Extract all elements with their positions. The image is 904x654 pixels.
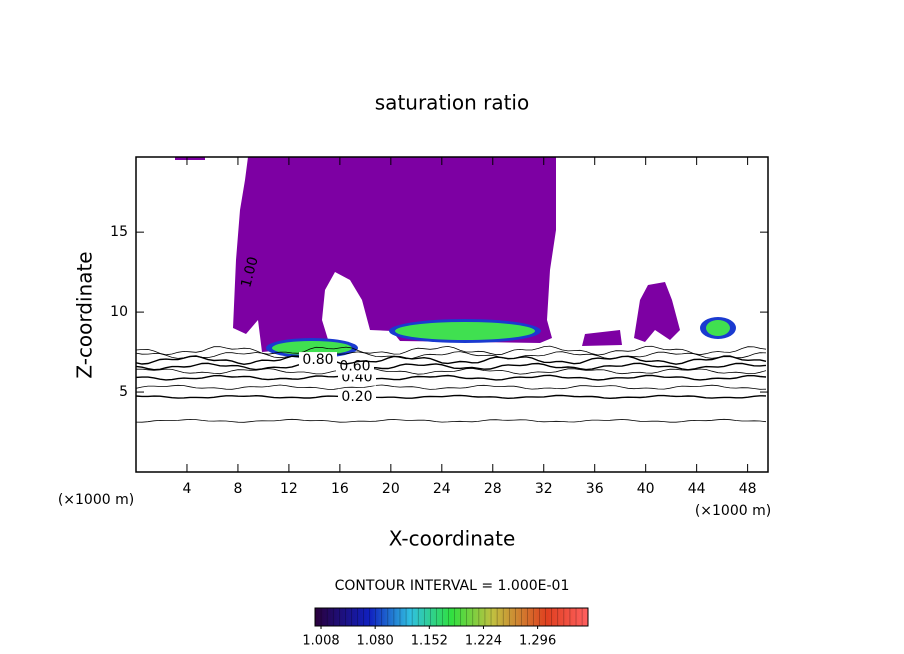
contour-line-minor: [135, 367, 767, 375]
y-tick-label: 10: [110, 304, 128, 320]
x-tick-label: 44: [688, 481, 706, 497]
x-axis-label: X-coordinate: [389, 527, 516, 551]
contour-line: [135, 374, 767, 381]
x-tick-label: 40: [637, 481, 655, 497]
contour-line-minor: [135, 345, 767, 356]
green-patch: [395, 322, 535, 340]
saturated-region: [175, 157, 680, 352]
x-tick-label: 48: [739, 481, 757, 497]
x-tick-label: 24: [433, 481, 451, 497]
colorbar-label: 1.224: [465, 634, 502, 649]
x-tick-label: 36: [586, 481, 604, 497]
colorbar-label: 1.152: [411, 634, 448, 649]
x-tick-label: 12: [280, 481, 298, 497]
y-axis-label: Z-coordinate: [73, 251, 97, 378]
label-bg: [336, 358, 374, 375]
y-tick-label: 5: [119, 384, 128, 400]
contour-label: 1.00: [238, 255, 262, 289]
contour-label: 0.60: [339, 358, 370, 374]
y-tick-label: 15: [110, 224, 128, 240]
contour-label: 0.20: [341, 389, 372, 405]
x-tick-label: 32: [535, 481, 553, 497]
contour-interval: CONTOUR INTERVAL = 1.000E-01: [335, 578, 570, 594]
colorbar-label: 1.080: [357, 634, 394, 649]
x-tick-label: 8: [233, 481, 242, 497]
colorbar-label: 1.296: [519, 634, 556, 649]
colorbar-label: 1.008: [302, 634, 339, 649]
x-unit: (×1000 m): [695, 503, 771, 519]
green-patch: [272, 341, 352, 355]
contour-line-minor: [135, 418, 767, 423]
contour-line: [135, 355, 767, 366]
contour-line-minor: [135, 351, 767, 360]
x-tick-label: 28: [484, 481, 502, 497]
green-patch: [706, 320, 730, 336]
label-bg: [338, 388, 376, 405]
contour-line-minor: [135, 384, 767, 390]
x-tick-label: 4: [183, 481, 192, 497]
label-bg: [299, 352, 337, 369]
contour-line: [135, 362, 767, 371]
contour-line: [135, 394, 767, 400]
contour-label: 0.80: [302, 352, 333, 368]
y-unit: (×1000 m): [58, 492, 134, 508]
plot-frame: [135, 156, 769, 473]
chart-title: saturation ratio: [375, 91, 529, 115]
x-tick-label: 16: [331, 481, 349, 497]
x-tick-label: 20: [382, 481, 400, 497]
colorbar: [314, 607, 589, 627]
